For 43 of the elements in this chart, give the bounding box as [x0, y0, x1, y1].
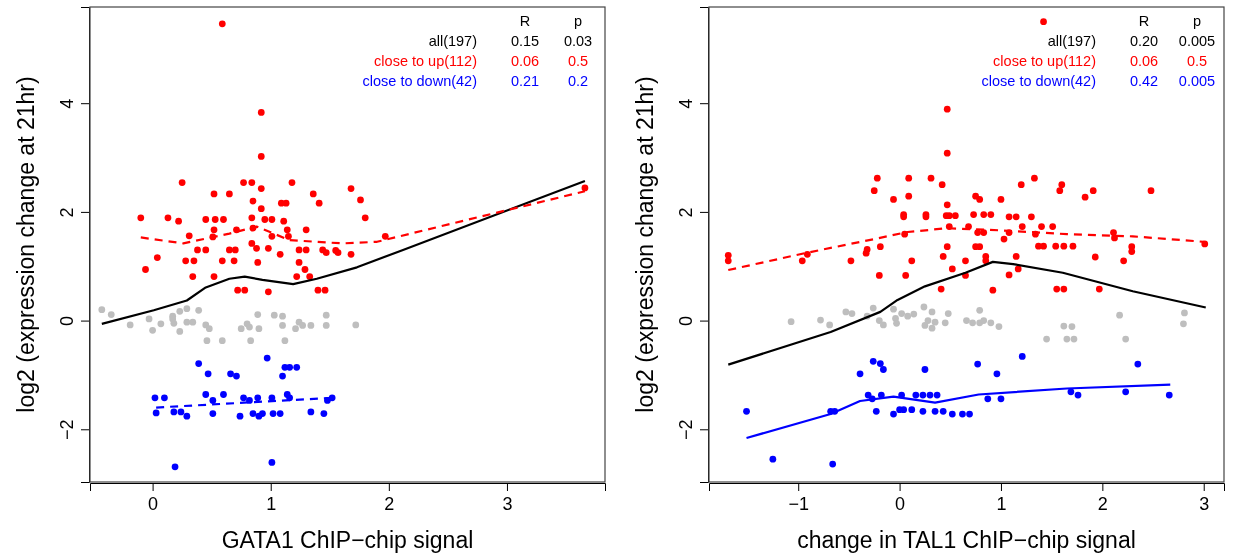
annotation: p [573, 13, 583, 29]
annotation: 0.2 [567, 73, 589, 89]
x-tick-label: 1 [266, 493, 277, 514]
text: close to up(112) [374, 53, 477, 69]
annotation: p [1192, 13, 1202, 29]
y-tick-label: −2 [676, 419, 696, 441]
annotation: R [1138, 13, 1150, 29]
text: all(197) [428, 33, 477, 49]
x-tick-label: 0 [895, 493, 906, 514]
x-tick-label: 2 [1097, 493, 1108, 514]
annotation: 0.06 [510, 53, 540, 69]
y-tick-label: 2 [57, 207, 77, 218]
y-tick-label: 0 [57, 316, 77, 327]
y-axis-title: log2 (expression change at 21hr) [13, 76, 39, 413]
text: all(197) [1047, 33, 1096, 49]
y-axis-title: log2 (expression change at 21hr) [632, 76, 658, 413]
annotation: 0.005 [1178, 33, 1216, 49]
annotation: 0.03 [563, 33, 593, 49]
x-tick-label: 0 [148, 493, 159, 514]
x-tick-label: 3 [1199, 493, 1210, 514]
y-tick-label: −2 [57, 419, 77, 441]
x-tick-label: 2 [384, 493, 395, 514]
text: close to down(42) [362, 73, 477, 89]
annotation: 0.21 [510, 73, 540, 89]
y-tick-label: 4 [57, 98, 77, 109]
x-axis-title: change in TAL1 ChIP−chip signal [797, 527, 1136, 553]
annotation: 0.06 [1129, 53, 1159, 69]
annotation: 0.5 [1186, 53, 1208, 69]
y-tick-label: 4 [676, 98, 696, 109]
text: close to up(112) [993, 53, 1096, 69]
x-tick-label: 3 [502, 493, 513, 514]
x-tick-label: −1 [788, 493, 809, 514]
annotation: 0.005 [1178, 73, 1216, 89]
annotation: 0.15 [510, 33, 540, 49]
y-tick-label: 2 [676, 207, 696, 218]
text: close to down(42) [981, 73, 1096, 89]
y-tick-label: 0 [676, 316, 696, 327]
x-axis-title: GATA1 ChIP−chip signal [221, 527, 474, 553]
annotation: 0.5 [567, 53, 589, 69]
annotation: 0.42 [1129, 73, 1159, 89]
annotation: R [519, 13, 531, 29]
x-tick-label: 1 [996, 493, 1007, 514]
annotation: 0.20 [1129, 33, 1159, 49]
